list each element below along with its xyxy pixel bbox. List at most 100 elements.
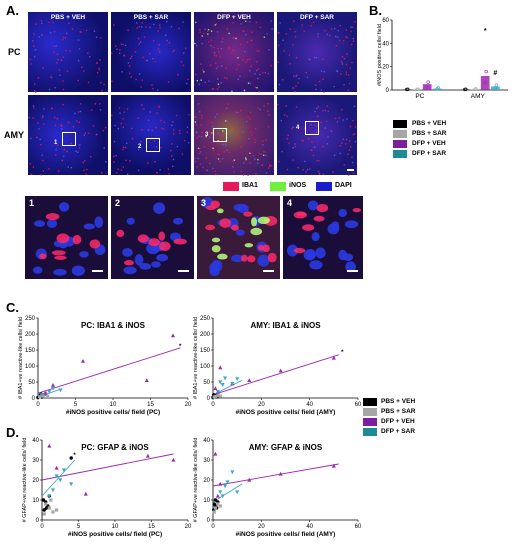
speckle (346, 37, 349, 39)
speckle (86, 168, 88, 171)
speckle (205, 169, 207, 171)
speckle (233, 159, 236, 161)
speckle (222, 38, 224, 40)
chart-d2-y-tick-label: 10 (203, 498, 210, 504)
speckle (341, 63, 344, 65)
speckle (202, 166, 204, 168)
chart-c1-ylabel: # IBA1+ve reactive-like cells/ field (18, 317, 24, 399)
legend1-label-pbs-sar: PBS + SAR (412, 130, 447, 137)
speckle (160, 119, 162, 122)
speckle (83, 169, 85, 172)
speckle (309, 59, 311, 61)
iba1-cell (316, 203, 329, 213)
panel-d-letter: D. (6, 425, 19, 440)
speckle (211, 146, 213, 149)
speckle (181, 153, 184, 155)
nucleus (257, 254, 270, 267)
speckle (310, 123, 312, 126)
speckle (257, 68, 260, 70)
speckle (336, 36, 339, 39)
speckle (246, 41, 248, 43)
nucleus (122, 247, 133, 257)
speckle (304, 160, 306, 163)
speckle (56, 53, 59, 56)
speckle (163, 121, 165, 123)
zoom-number-4: 4 (287, 198, 293, 208)
chart-b-dot (474, 87, 478, 91)
speckle (293, 75, 295, 77)
speckle (322, 78, 324, 81)
speckle (292, 126, 294, 128)
speckle (329, 34, 331, 37)
chart-d1-x-tick-label: 15 (148, 524, 155, 530)
speckle (170, 149, 172, 152)
speckle (182, 21, 184, 23)
speckle (286, 138, 289, 140)
speckle (212, 167, 214, 170)
speckle (212, 147, 214, 150)
speckle (237, 111, 239, 114)
speckle (70, 142, 72, 145)
speckle (341, 108, 343, 111)
speckle (166, 20, 168, 23)
chart-d1-y-tick-label: 10 (32, 498, 39, 504)
speckle (314, 84, 317, 86)
iba1-cell (56, 233, 70, 244)
chart-c2-ylabel: # IBA1+ve reactive-like cells/ field (193, 317, 199, 399)
speckle (227, 119, 230, 121)
speckle (217, 158, 220, 160)
speckle (101, 89, 103, 92)
speckle (317, 170, 320, 173)
chart-c1-point (58, 388, 63, 393)
nucleus (152, 245, 161, 253)
speckle (353, 133, 356, 135)
speckle (263, 36, 266, 38)
speckle (99, 109, 102, 111)
chart-d1-point (171, 457, 176, 462)
speckle (335, 70, 338, 72)
legend1-swatch-dfp-veh (393, 140, 407, 148)
chart-c1-xlabel: #iNOS positive cells/ field (PC) (66, 409, 160, 416)
speckle (208, 80, 210, 82)
chart-c2-point (223, 376, 228, 381)
speckle (295, 56, 298, 59)
chart-c2-x-tick-label: 0 (211, 402, 215, 408)
speckle (330, 28, 333, 30)
iba1-cell (158, 231, 166, 241)
speckle (320, 70, 323, 72)
speckle (270, 64, 272, 67)
speckle (53, 45, 55, 48)
speckle (235, 37, 237, 40)
iba1-cell (352, 207, 362, 213)
speckle (237, 57, 239, 59)
speckle (210, 44, 212, 47)
speckle (351, 161, 354, 164)
chart-d1-point (47, 494, 52, 499)
chart-c1-y-tick-label: 200 (25, 332, 36, 338)
speckle (201, 35, 203, 37)
speckle (28, 116, 30, 119)
speckle (32, 117, 34, 119)
legend2-label-dfp-veh: DFP + VEH (381, 418, 415, 425)
speckle (67, 166, 69, 168)
speckle (341, 142, 343, 145)
speckle (130, 76, 133, 78)
speckle (161, 127, 163, 130)
speckle (254, 138, 256, 141)
speckle (153, 140, 156, 142)
chart-d1-y-tick-label: 20 (32, 478, 39, 484)
speckle (33, 90, 36, 92)
speckle (220, 47, 223, 50)
speckle (183, 52, 185, 54)
chart-c2-point (218, 394, 222, 398)
chart-c2-annotation: * (341, 350, 344, 356)
chart-b-annotation: # (493, 70, 497, 77)
speckle (137, 169, 140, 172)
speckle (79, 31, 81, 33)
speckle (201, 136, 203, 138)
speckle (258, 50, 260, 52)
speckle (206, 30, 209, 33)
iba1-cell (210, 200, 220, 209)
speckle (194, 42, 196, 45)
speckle (182, 64, 185, 66)
